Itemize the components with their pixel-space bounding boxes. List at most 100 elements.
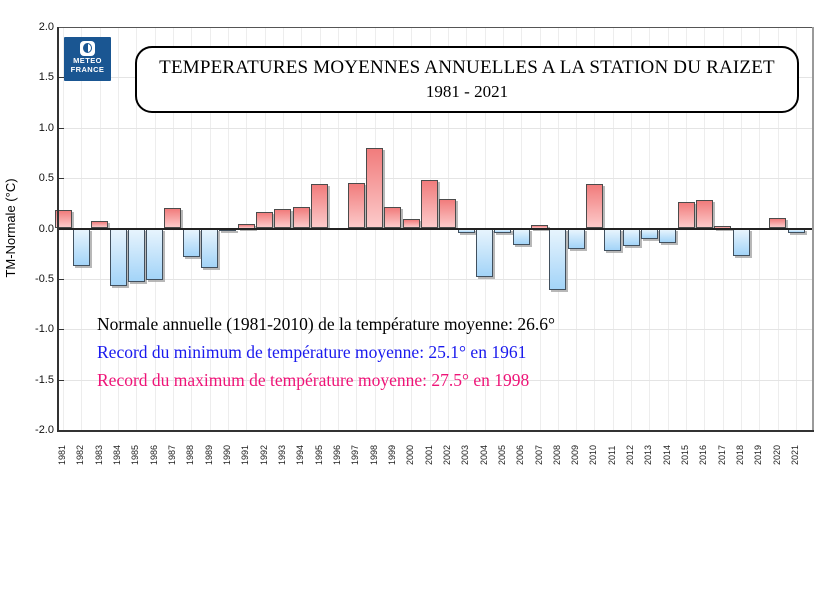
annotation-record-max: Record du maximum de température moyenne… — [97, 370, 530, 390]
bar-2002 — [439, 199, 457, 229]
y-axis-tick — [59, 329, 64, 331]
x-axis-tick-label: 1993 — [276, 444, 287, 465]
bar-1985 — [127, 228, 145, 282]
x-axis-tick-label: 1994 — [295, 444, 306, 465]
x-axis-tick-label: 2014 — [661, 444, 672, 465]
x-axis-tick-label: 2013 — [643, 444, 654, 465]
x-axis-tick-label: 2010 — [588, 444, 599, 465]
annotation-normale: Normale annuelle (1981-2010) de la tempé… — [97, 314, 555, 334]
bar-2006 — [512, 228, 530, 245]
plot-right-spine — [812, 27, 814, 431]
x-axis-tick-label: 1985 — [130, 444, 141, 465]
bar-1982 — [72, 228, 90, 266]
x-axis-tick-label: 1983 — [93, 444, 104, 465]
x-axis-tick-label: 2017 — [716, 444, 727, 465]
bar-2018 — [732, 228, 750, 256]
x-axis-tick-label: 1986 — [148, 444, 159, 465]
x-axis-tick-label: 1990 — [221, 444, 232, 465]
y-axis-tick — [59, 178, 64, 180]
bar-2015 — [677, 202, 695, 229]
x-axis-tick-label: 2002 — [441, 444, 452, 465]
x-axis-tick-label: 1991 — [240, 444, 251, 465]
x-axis-tick-label: 2003 — [460, 444, 471, 465]
bar-2004 — [476, 228, 493, 277]
x-axis-tick-label: 2008 — [551, 444, 562, 465]
x-axis-tick-label: 2006 — [515, 444, 526, 465]
bar-1989 — [201, 228, 219, 268]
bar-2012 — [622, 228, 640, 246]
x-axis-tick-label: 1997 — [350, 444, 361, 465]
meteo-france-sun-icon — [80, 41, 95, 56]
bar-1988 — [182, 228, 200, 257]
x-axis-tick-label: 1987 — [166, 444, 177, 465]
logo-text-line1: METEO — [73, 56, 102, 65]
y-axis-tick-label: -1.0 — [35, 323, 54, 336]
bar-2011 — [604, 228, 622, 251]
bar-1987 — [164, 208, 182, 229]
x-axis-tick-label: 2011 — [606, 445, 617, 465]
x-axis-tick-label: 1996 — [331, 444, 342, 465]
bar-1997 — [347, 183, 365, 229]
y-axis-tick-label: 0.5 — [38, 172, 54, 185]
meteo-france-logo: METEO FRANCE — [64, 37, 111, 81]
x-axis-tick-label: 2015 — [680, 444, 690, 465]
horizontal-gridline — [58, 278, 812, 280]
bar-2009 — [567, 228, 585, 249]
plot-top-spine — [58, 27, 814, 28]
y-axis-tick-label: -0.5 — [35, 272, 54, 285]
y-axis-title: TM-Normale (°C) — [3, 178, 18, 278]
y-axis-line — [57, 27, 59, 431]
annotation-record-min: Record du minimum de température moyenne… — [97, 342, 527, 362]
bar-1993 — [274, 209, 292, 229]
bar-1998 — [366, 147, 383, 229]
horizontal-gridline — [58, 127, 812, 129]
x-axis-tick-label: 1984 — [112, 444, 122, 465]
horizontal-gridline — [58, 329, 812, 331]
bar-1999 — [384, 207, 402, 229]
y-axis-tick-label: -2.0 — [35, 424, 54, 436]
bar-2016 — [695, 200, 713, 229]
y-axis-tick-label: -1.5 — [35, 373, 54, 386]
y-axis-tick — [59, 77, 64, 79]
y-axis-tick — [59, 127, 64, 129]
x-axis-tick-label: 2000 — [405, 444, 416, 465]
bar-2001 — [421, 180, 438, 229]
chart-title-box: TEMPERATURES MOYENNES ANNUELLES A LA STA… — [135, 46, 799, 113]
bar-2014 — [659, 228, 677, 243]
y-axis-tick-label: 1.0 — [38, 121, 54, 134]
x-axis-tick-label: 2018 — [735, 444, 745, 465]
bar-1992 — [256, 212, 274, 229]
x-axis-line — [57, 430, 814, 432]
bar-1984 — [109, 228, 127, 286]
x-axis-tick-label: 2005 — [496, 444, 507, 465]
y-axis-tick-label: 0.0 — [38, 222, 54, 235]
x-axis-tick-label: 2009 — [570, 444, 581, 465]
x-axis-tick-label: 1988 — [185, 444, 196, 465]
bar-1983 — [91, 221, 109, 229]
y-axis-tick-label: 1.5 — [38, 71, 54, 84]
bar-2008 — [549, 228, 567, 290]
logo-text-line2: FRANCE — [70, 65, 105, 74]
x-axis-tick-label: 2016 — [698, 444, 709, 465]
x-axis-tick-label: 2020 — [771, 444, 782, 465]
x-axis-tick-label: 2012 — [625, 444, 636, 465]
horizontal-gridline — [58, 178, 812, 180]
zero-baseline — [58, 228, 812, 230]
chart-title: TEMPERATURES MOYENNES ANNUELLES A LA STA… — [159, 57, 775, 78]
x-axis-tick-label: 2021 — [790, 444, 800, 465]
bar-1994 — [292, 207, 310, 229]
x-axis-tick-label: 2007 — [533, 444, 544, 465]
y-axis-tick — [59, 379, 64, 381]
x-axis-tick-label: 1995 — [313, 444, 324, 465]
x-axis-tick-label: 1998 — [368, 444, 379, 465]
chart-title-period: 1981 - 2021 — [425, 82, 509, 101]
x-axis-tick-label: 1982 — [75, 444, 86, 465]
bar-2000 — [402, 219, 420, 229]
bar-2020 — [769, 218, 787, 229]
bar-1995 — [311, 184, 329, 229]
x-axis-tick-label: 1992 — [258, 444, 269, 465]
x-axis-tick-label: 2004 — [478, 444, 489, 465]
horizontal-gridline — [58, 379, 812, 381]
bar-2010 — [585, 184, 603, 229]
